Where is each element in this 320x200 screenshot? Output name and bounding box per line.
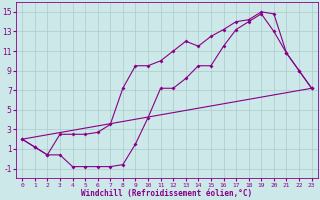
X-axis label: Windchill (Refroidissement éolien,°C): Windchill (Refroidissement éolien,°C) (81, 189, 252, 198)
